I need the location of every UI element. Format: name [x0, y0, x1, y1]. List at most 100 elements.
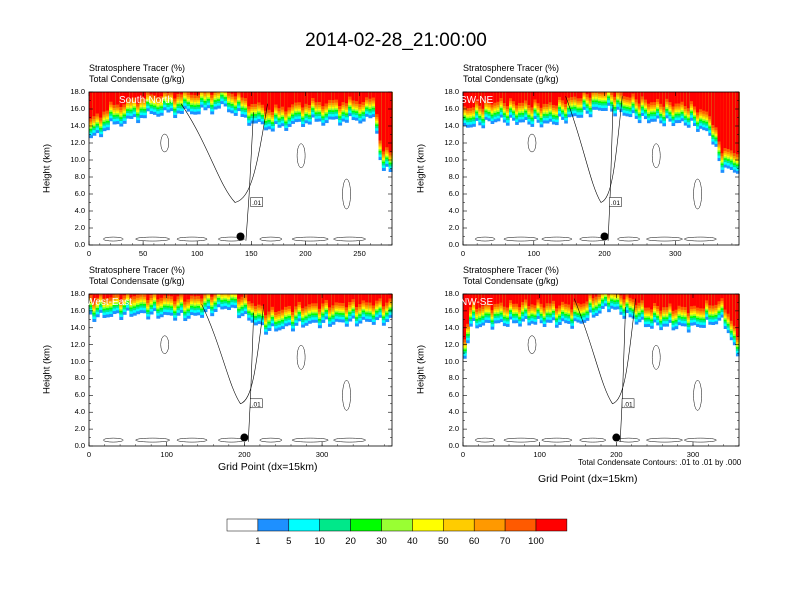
tracer-cell [287, 294, 292, 306]
tracer-cell [481, 294, 486, 307]
tracer-cell [705, 92, 709, 112]
tracer-cell [469, 92, 473, 108]
tracer-cell [277, 92, 282, 109]
tracer-cell [478, 294, 482, 308]
tracer-cell [193, 294, 198, 300]
tracer-cell [530, 92, 535, 108]
tracer-cell [213, 294, 218, 298]
tracer-cell [381, 294, 386, 307]
tracer-cell [484, 294, 489, 304]
tracer-cell [564, 294, 568, 304]
low-cloud-contour [135, 437, 170, 443]
tracer-cell [210, 92, 215, 98]
tracer-cell [650, 92, 654, 103]
tracer-cell [502, 294, 507, 307]
colorbar-label: 20 [345, 536, 356, 547]
tracer-cell [481, 92, 486, 109]
tracer-cell [616, 92, 620, 96]
x-tick-label: 150 [245, 249, 258, 258]
tracer-cell [463, 92, 467, 107]
contour-note: Total Condensate Contours: .01 to .01 by… [578, 458, 742, 467]
y-tick-label: 16.0 [444, 104, 459, 113]
cloud-contour [527, 335, 537, 354]
tracer-cell [136, 294, 141, 295]
tracer-cell [163, 294, 168, 296]
tracer-cell [597, 294, 602, 298]
tracer-cell [385, 92, 390, 148]
tracer-cell [622, 294, 627, 300]
tracer-cell [243, 294, 248, 298]
tracer-cell [729, 294, 734, 321]
tracer-cell [119, 294, 124, 301]
tracer-cell [206, 294, 211, 297]
tracer-cell [723, 92, 728, 149]
tracer-cell [643, 294, 648, 308]
low-cloud-contour [291, 437, 329, 443]
tracer-cell [122, 294, 127, 299]
tracer-cell [671, 92, 676, 107]
tracer-cell [193, 92, 198, 96]
tracer-cell [159, 294, 164, 298]
y-tick-label: 14.0 [70, 322, 85, 332]
tracer-cell [533, 294, 538, 306]
tracer-cell [524, 294, 528, 300]
tracer-cell [613, 294, 617, 298]
tracer-cell [674, 92, 679, 104]
colorbar-swatch [319, 518, 351, 532]
tracer-cell [515, 294, 519, 304]
y-tick-label: 4.0 [448, 407, 459, 417]
tracer-cell [628, 92, 633, 98]
y-tick-label: 10.0 [70, 155, 85, 164]
x-tick-label: 100 [190, 249, 204, 258]
y-tick-label: 0.0 [74, 441, 85, 450]
tracer-cell [200, 294, 205, 299]
tracer-cell [668, 92, 673, 103]
tracer-cell [699, 92, 703, 110]
tracer-cell [640, 92, 645, 97]
tracer-cell [656, 294, 660, 306]
tracer-cell [126, 294, 130, 297]
y-tick-label: 12.0 [444, 138, 459, 147]
tracer-cell [149, 92, 154, 98]
tracer-cell [723, 294, 728, 310]
tracer-cell [89, 294, 93, 299]
tracer-cell [129, 92, 134, 100]
contour-label: .01 [252, 200, 261, 207]
tracer-cell [163, 92, 168, 94]
tracer-cell [643, 92, 648, 100]
cloud-contour [296, 143, 306, 168]
tracer-cell [301, 294, 306, 309]
contour-label-box [609, 197, 622, 207]
tracer-cell [297, 92, 302, 103]
tracer-cell [555, 294, 559, 309]
colorbar-label: 30 [376, 536, 387, 547]
low-cloud-contour [259, 236, 283, 242]
tracer-cell [732, 294, 737, 326]
tracer-cell [665, 294, 670, 308]
low-cloud-contour [617, 236, 640, 242]
tracer-cell [348, 294, 353, 303]
tracer-cell [227, 92, 231, 96]
tracer-cell [284, 294, 289, 307]
low-cloud-contour [579, 437, 606, 443]
tracer-cell [250, 294, 255, 304]
tracer-cell [287, 92, 292, 108]
tracer-cell [533, 92, 538, 100]
tracer-cell [344, 92, 349, 104]
tracer-cell [159, 92, 164, 97]
tracer-cell [378, 92, 383, 141]
tracer-cell [294, 92, 299, 103]
tracer-cell [518, 294, 522, 308]
tracer-cell [505, 92, 510, 107]
tracer-cell [334, 92, 339, 100]
tracer-cell [190, 294, 194, 296]
tracer-cell [230, 294, 235, 296]
tracer-cell [518, 92, 522, 103]
panel-subtitle-tracer: Stratosphere Tracer (%) [89, 63, 186, 73]
panel-subtitle-tracer: Stratosphere Tracer (%) [463, 63, 560, 73]
tracer-cell [509, 92, 513, 99]
tracer-cell [607, 92, 611, 95]
tracer-cell [515, 92, 519, 106]
colorbar-label: 70 [499, 536, 511, 547]
y-tick-label: 14.0 [444, 322, 459, 332]
